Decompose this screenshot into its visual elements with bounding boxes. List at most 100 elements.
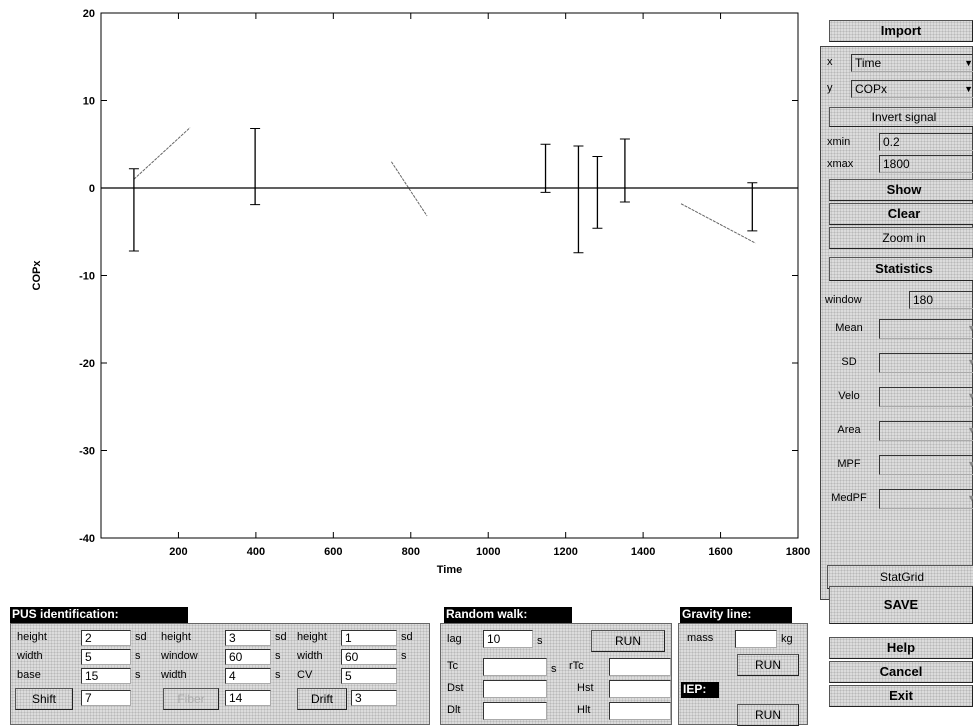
cancel-button[interactable]: Cancel	[829, 661, 973, 683]
fiber-window-label: window	[161, 650, 198, 662]
shift-result-field: 7	[81, 690, 131, 706]
statistics-button[interactable]: Statistics	[829, 257, 973, 281]
drift-width-unit: s	[401, 650, 407, 662]
trend-line	[390, 161, 428, 217]
y-tick-label: -40	[79, 533, 95, 545]
hlt-field	[609, 702, 671, 720]
clear-button[interactable]: Clear	[829, 203, 973, 225]
gravity-line-title: Gravity line:	[680, 607, 792, 623]
x-tick-label: 1200	[553, 546, 577, 558]
shift-base-field[interactable]: 15	[81, 668, 131, 684]
dlt-label: Dlt	[447, 704, 461, 716]
y-axis-select[interactable]: COPx ▼	[851, 80, 973, 98]
exit-button[interactable]: Exit	[829, 685, 973, 707]
statgrid-button[interactable]: StatGrid	[827, 565, 973, 589]
fiber-height-unit: sd	[275, 631, 287, 643]
show-button[interactable]: Show	[829, 179, 973, 201]
window-label: window	[825, 294, 862, 306]
side-panel: x Time ▼ y COPx ▼ Invert signal xmin 0.2…	[820, 46, 973, 600]
stat-field-mpf[interactable]: ▼	[879, 455, 973, 475]
tc-field	[483, 658, 547, 676]
x-tick-label: 200	[169, 546, 187, 558]
import-button[interactable]: Import	[829, 20, 973, 42]
invert-signal-button[interactable]: Invert signal	[829, 107, 973, 127]
shift-height-unit: sd	[135, 631, 147, 643]
shift-base-label: base	[17, 669, 41, 681]
drift-cv-label: CV	[297, 669, 313, 681]
stat-field-sd[interactable]: ▼	[879, 353, 973, 373]
y-axis-value: COPx	[855, 82, 888, 96]
shift-height-field[interactable]: 2	[81, 630, 131, 646]
lag-label: lag	[447, 633, 462, 645]
fiber-window-unit: s	[275, 650, 281, 662]
stat-label-sd: SD	[841, 356, 857, 368]
y-tick-label: 20	[83, 8, 95, 20]
stat-field-velo[interactable]: ▼	[879, 387, 973, 407]
pus-title: PUS identification:	[10, 607, 188, 623]
stat-field-medpf[interactable]: ▼	[879, 489, 973, 509]
x-tick-label: 800	[402, 546, 420, 558]
chevron-down-icon: ▼	[967, 357, 973, 367]
window-field[interactable]: 180	[909, 291, 973, 309]
help-button[interactable]: Help	[829, 637, 973, 659]
fiber-width-field[interactable]: 4	[225, 668, 271, 684]
x-tick-label: 1400	[631, 546, 655, 558]
stat-label-velo: Velo	[838, 390, 860, 402]
dst-label: Dst	[447, 682, 464, 694]
x-axis-value: Time	[855, 56, 882, 70]
plot-area: 20 10 0 -10 -20 -30 -40 200 400 600 800 1000 1200 140…	[31, 8, 810, 576]
shift-base-unit: s	[135, 669, 141, 681]
save-button[interactable]: SAVE	[829, 586, 973, 624]
shift-width-label: width	[17, 650, 43, 662]
stat-field-area[interactable]: ▼	[879, 421, 973, 441]
zoom-in-button[interactable]: Zoom in	[829, 227, 973, 249]
y-tick-label: 10	[83, 96, 95, 108]
fiber-width-unit: s	[275, 669, 281, 681]
lag-field[interactable]: 10	[483, 630, 533, 648]
stat-field-mean[interactable]: ▼	[879, 319, 973, 339]
y-tick-label: -30	[79, 446, 95, 458]
y-tick-label: -20	[79, 358, 95, 370]
y-tick-label: -10	[79, 271, 95, 283]
xmin-field[interactable]: 0.2	[879, 133, 973, 151]
shift-width-field[interactable]: 5	[81, 649, 131, 665]
drift-width-label: width	[297, 650, 323, 662]
chevron-down-icon: ▼	[967, 323, 973, 333]
drift-height-unit: sd	[401, 631, 413, 643]
drift-cv-field[interactable]: 5	[341, 668, 397, 684]
chevron-down-icon: ▼	[967, 459, 973, 469]
chevron-down-icon: ▼	[964, 58, 973, 68]
mass-field[interactable]	[735, 630, 777, 648]
hst-label: Hst	[577, 682, 594, 694]
tc-label: Tc	[447, 660, 458, 672]
drift-button[interactable]: Drift	[297, 688, 347, 710]
x-tick-label: 1000	[476, 546, 500, 558]
x-label: x	[827, 56, 833, 68]
chart-svg: 20 10 0 -10 -20 -30 -40 200 400 600 800 1000 1200 140…	[31, 8, 810, 576]
drift-width-field[interactable]: 60	[341, 649, 397, 665]
iep-run-button[interactable]: RUN	[737, 704, 799, 726]
fiber-width-label: width	[161, 669, 187, 681]
x-axis-select[interactable]: Time ▼	[851, 54, 973, 72]
xmax-field[interactable]: 1800	[879, 155, 973, 173]
pus-panel: height 2 sd width 5 s base 15 s Shift 7 …	[10, 623, 430, 725]
hlt-label: Hlt	[577, 704, 591, 716]
x-tick-label: 1800	[786, 546, 810, 558]
shift-width-unit: s	[135, 650, 141, 662]
shift-button[interactable]: Shift	[15, 688, 73, 710]
chevron-down-icon: ▼	[967, 391, 973, 401]
mass-unit: kg	[781, 633, 793, 645]
fiber-window-field[interactable]: 60	[225, 649, 271, 665]
x-tick-label: 400	[247, 546, 265, 558]
gravity-run-button[interactable]: RUN	[737, 654, 799, 676]
drift-height-field[interactable]: 1	[341, 630, 397, 646]
stat-label-medpf: MedPF	[831, 492, 867, 504]
stat-label-area: Area	[837, 424, 861, 436]
random-walk-run-button[interactable]: RUN	[591, 630, 665, 652]
fiber-height-field[interactable]: 3	[225, 630, 271, 646]
x-axis-label: Time	[437, 564, 462, 576]
tc-unit: s	[551, 663, 557, 675]
fiber-button[interactable]: Fiber	[163, 688, 219, 710]
fiber-height-label: height	[161, 631, 191, 643]
x-tick-label: 1600	[708, 546, 732, 558]
